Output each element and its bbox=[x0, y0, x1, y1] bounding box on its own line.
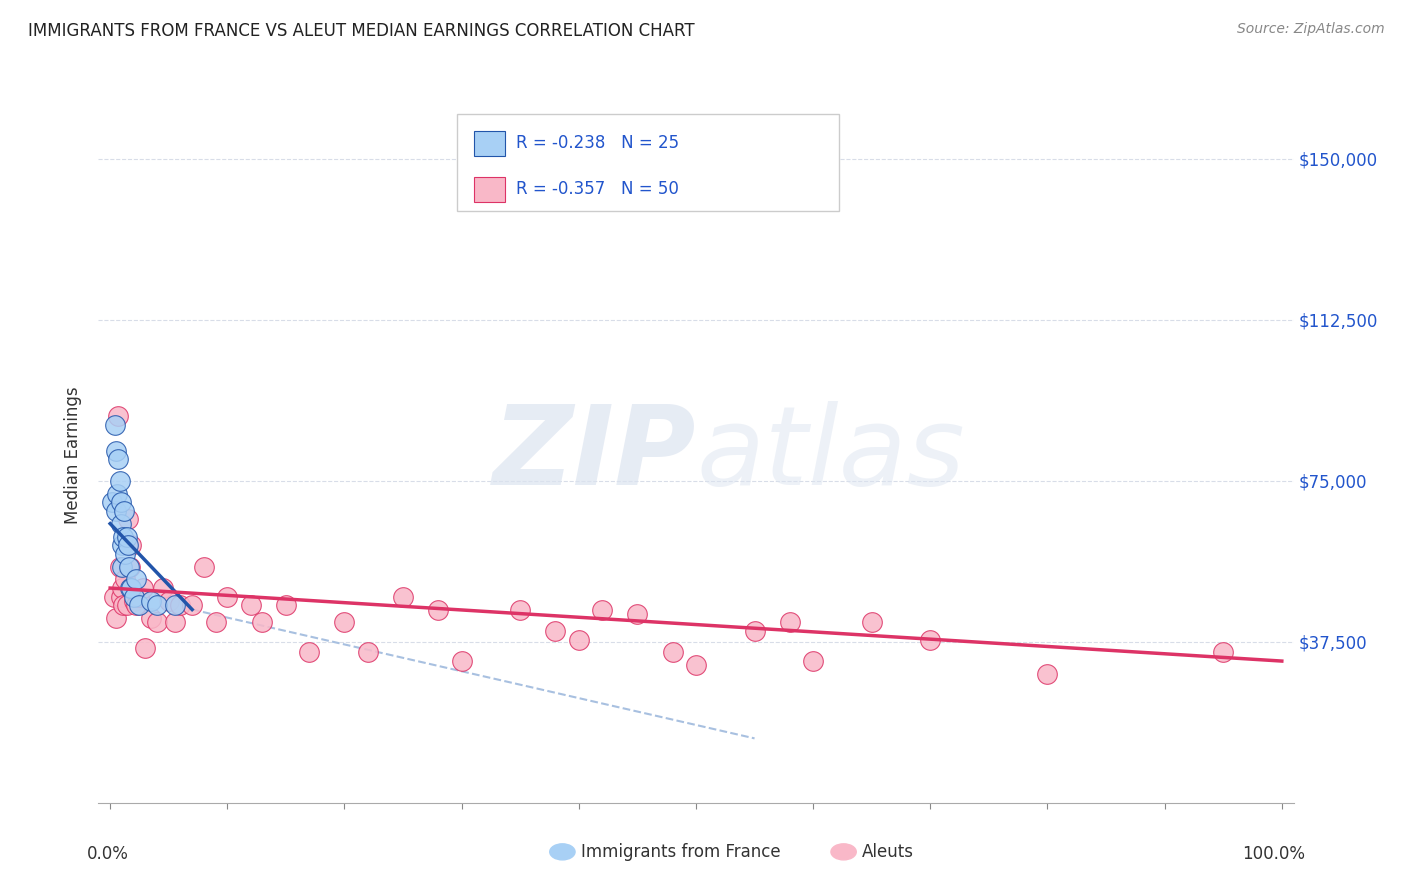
Point bbox=[157, 594, 180, 608]
Point bbox=[120, 581, 142, 595]
Text: R = -0.357   N = 50: R = -0.357 N = 50 bbox=[516, 180, 679, 198]
Point bbox=[193, 559, 215, 574]
Point bbox=[110, 516, 132, 531]
Point bbox=[298, 645, 321, 659]
Point bbox=[114, 573, 136, 587]
Text: atlas: atlas bbox=[696, 401, 965, 508]
Point bbox=[101, 495, 124, 509]
Point bbox=[122, 590, 145, 604]
Point bbox=[274, 599, 297, 613]
Point bbox=[111, 581, 134, 595]
Point bbox=[118, 559, 141, 574]
Point bbox=[108, 559, 131, 574]
Point bbox=[114, 547, 136, 561]
Point bbox=[110, 590, 132, 604]
Point bbox=[128, 599, 150, 613]
Point bbox=[427, 602, 450, 616]
Text: 100.0%: 100.0% bbox=[1243, 845, 1305, 863]
Point bbox=[112, 599, 135, 613]
Text: Source: ZipAtlas.com: Source: ZipAtlas.com bbox=[1237, 22, 1385, 37]
Text: IMMIGRANTS FROM FRANCE VS ALEUT MEDIAN EARNINGS CORRELATION CHART: IMMIGRANTS FROM FRANCE VS ALEUT MEDIAN E… bbox=[28, 22, 695, 40]
Point bbox=[146, 615, 169, 630]
Point bbox=[108, 474, 131, 488]
Point bbox=[920, 632, 942, 647]
Point bbox=[685, 658, 707, 673]
Point bbox=[117, 512, 139, 526]
Point bbox=[111, 559, 134, 574]
Point bbox=[104, 417, 127, 432]
Y-axis label: Median Earnings: Median Earnings bbox=[65, 386, 83, 524]
Point bbox=[111, 538, 134, 552]
Point bbox=[661, 645, 683, 659]
Point bbox=[120, 559, 142, 574]
Point bbox=[112, 529, 135, 543]
Point bbox=[860, 615, 883, 630]
Point bbox=[744, 624, 766, 638]
Point bbox=[779, 615, 801, 630]
Point bbox=[801, 654, 824, 668]
Point bbox=[152, 581, 174, 595]
Point bbox=[141, 594, 163, 608]
Point bbox=[115, 529, 138, 543]
Text: ZIP: ZIP bbox=[492, 401, 696, 508]
Text: R = -0.238   N = 25: R = -0.238 N = 25 bbox=[516, 135, 679, 153]
Point bbox=[132, 581, 155, 595]
Point bbox=[204, 615, 226, 630]
Point bbox=[128, 590, 150, 604]
Point bbox=[103, 590, 125, 604]
Point bbox=[163, 615, 186, 630]
Text: 0.0%: 0.0% bbox=[87, 845, 128, 863]
Point bbox=[107, 452, 129, 467]
Point bbox=[239, 599, 262, 613]
Point bbox=[117, 538, 139, 552]
Point bbox=[217, 590, 239, 604]
Point bbox=[125, 573, 148, 587]
Point bbox=[146, 599, 169, 613]
Point bbox=[392, 590, 415, 604]
Point bbox=[105, 486, 128, 500]
Point bbox=[333, 615, 356, 630]
Point bbox=[1036, 667, 1059, 681]
Point bbox=[181, 599, 204, 613]
Point bbox=[125, 599, 148, 613]
Point bbox=[122, 594, 145, 608]
Point bbox=[450, 654, 472, 668]
Point bbox=[105, 611, 128, 625]
Point bbox=[120, 538, 142, 552]
Point bbox=[626, 607, 648, 621]
Point bbox=[107, 409, 129, 424]
Point bbox=[105, 504, 128, 518]
Point bbox=[357, 645, 380, 659]
Point bbox=[112, 504, 135, 518]
Point bbox=[568, 632, 591, 647]
Text: Immigrants from France: Immigrants from France bbox=[581, 843, 780, 861]
Point bbox=[252, 615, 274, 630]
Point bbox=[120, 581, 142, 595]
Point bbox=[169, 599, 191, 613]
Point bbox=[105, 443, 128, 458]
Point bbox=[591, 602, 613, 616]
Point bbox=[1212, 645, 1234, 659]
Point bbox=[110, 495, 132, 509]
Point bbox=[115, 599, 138, 613]
Point bbox=[134, 641, 156, 656]
Point bbox=[163, 599, 186, 613]
Point bbox=[544, 624, 567, 638]
Text: Aleuts: Aleuts bbox=[862, 843, 914, 861]
Point bbox=[509, 602, 531, 616]
Point bbox=[141, 611, 163, 625]
